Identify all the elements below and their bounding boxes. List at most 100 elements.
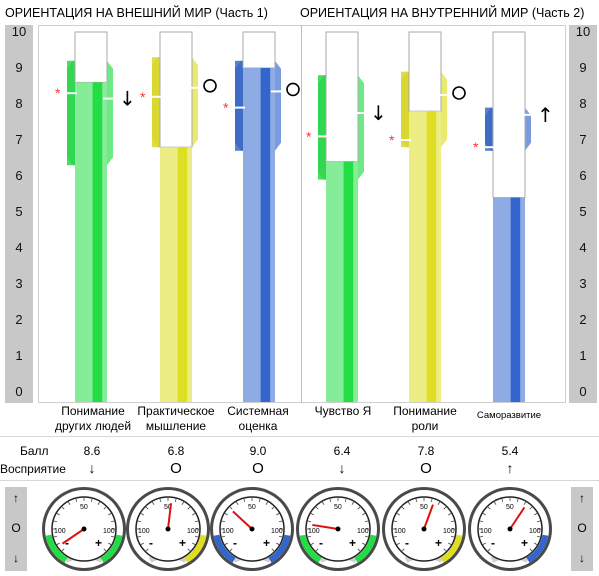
gauge-tick: [258, 497, 261, 503]
filter-up-right[interactable]: ↑: [579, 491, 585, 505]
gauge-tick: [136, 535, 142, 538]
target-band-edge: [401, 71, 411, 148]
filter-neutral-left[interactable]: O: [11, 521, 21, 535]
bar-highlight: [177, 147, 188, 402]
score-2: 6.8: [167, 444, 185, 458]
gauge-tick: [61, 548, 65, 552]
target-band-edge: [485, 107, 495, 151]
filter-panel-right: ↑ O ↓: [571, 487, 593, 571]
gauge-tick: [67, 501, 71, 505]
gauge-tick: [396, 512, 400, 516]
gauge-tick: [310, 512, 314, 516]
y-tick-label: 2: [579, 312, 587, 327]
gauge-tick: [174, 497, 177, 503]
arrow-marker: ↑: [537, 103, 554, 127]
gauge-tick: [482, 512, 486, 516]
gauge-label-top: 50: [334, 504, 342, 511]
gauge-label-top: 50: [506, 504, 514, 511]
gauge-tick: [364, 520, 370, 523]
score-1: 8.6: [83, 444, 101, 458]
gauge-plus: +: [435, 536, 442, 550]
gauge-zone: [268, 534, 291, 563]
gauge-tick: [103, 548, 107, 552]
gauge-tick: [271, 548, 275, 552]
gauge-label-left: 100: [480, 528, 492, 535]
gauge-tick: [478, 535, 484, 538]
score-3: 9.0: [249, 444, 267, 458]
gauge-label-right: 100: [357, 528, 369, 535]
gauge-minus: -: [149, 536, 153, 550]
score-row-label: Балл: [20, 444, 49, 458]
gauge-tick: [351, 501, 355, 505]
gauge-tick: [243, 497, 246, 503]
gauge-tick: [194, 520, 200, 523]
filter-up-left[interactable]: ↑: [13, 491, 19, 505]
gauge-tick: [56, 512, 60, 516]
gauge-tick: [108, 512, 112, 516]
gauge-label-left: 100: [394, 528, 406, 535]
gauge-tick: [52, 520, 58, 523]
gauge-tick: [110, 520, 116, 523]
gauge-label-right: 100: [271, 528, 283, 535]
gauge-tick: [56, 542, 60, 546]
gauge-plus: +: [521, 536, 528, 550]
filter-neutral-right[interactable]: O: [577, 521, 587, 535]
y-tick-label: 0: [579, 384, 587, 399]
caption-5: Понимание роли: [393, 404, 457, 433]
gauge-needle: [509, 506, 526, 530]
row-divider: [0, 436, 599, 437]
gauge-tick: [536, 535, 542, 538]
caption-1: Понимание других людей: [54, 404, 132, 433]
gauge-hub: [335, 526, 341, 532]
gauge-tick: [97, 501, 101, 505]
gauge-tick: [364, 535, 370, 538]
gauge-tick: [329, 497, 332, 503]
filter-down-right[interactable]: ↓: [579, 551, 585, 565]
bar-highlight: [426, 111, 437, 402]
gauge-tick: [448, 542, 452, 546]
gauge-tick: [478, 520, 484, 523]
y-tick-label: 1: [15, 348, 23, 363]
y-tick-label: 10: [11, 24, 27, 39]
gauge-plus: +: [349, 536, 356, 550]
star-mark: *: [473, 139, 479, 155]
gauge-tick: [415, 497, 418, 503]
row-divider-2: [0, 480, 599, 481]
gauge-plus: +: [95, 536, 102, 550]
y-tick-label: 3: [579, 276, 587, 291]
gauge-plus: +: [179, 536, 186, 550]
gauge-tick: [224, 542, 228, 546]
gauge-tick: [187, 548, 191, 552]
bar-highlight: [510, 197, 521, 402]
gauge-tick: [276, 512, 280, 516]
gauge-tick: [235, 501, 239, 505]
section-divider: [301, 25, 302, 403]
gauge-minus: -: [491, 536, 495, 550]
gauge-tick: [401, 548, 405, 552]
gauge-zone: [354, 534, 377, 563]
circle-marker: [452, 86, 466, 100]
score-6: 5.4: [501, 444, 519, 458]
bar-highlight: [343, 161, 354, 402]
circle-marker: [286, 82, 300, 97]
target-band-edge: [67, 60, 77, 166]
perception-5: O: [420, 460, 432, 477]
target-band-edge: [235, 60, 245, 151]
gauge-tick: [181, 501, 185, 505]
gauge-needle: [232, 510, 253, 530]
caption-3: Системная оценка: [227, 404, 289, 433]
y-tick-label: 4: [579, 240, 587, 255]
gauge-label-top: 50: [420, 504, 428, 511]
perception-2: O: [170, 460, 182, 477]
gauge-hub: [249, 526, 255, 532]
gauge-tick: [271, 506, 275, 510]
header-part2: ОРИЕНТАЦИЯ НА ВНУТРЕННИЙ МИР (Часть 2): [300, 6, 585, 20]
gauge-tick: [306, 520, 312, 523]
bar-highlight: [260, 68, 271, 402]
gauge-tick: [357, 548, 361, 552]
gauge-needle: [423, 504, 434, 530]
filter-down-left[interactable]: ↓: [13, 551, 19, 565]
gauge-tick: [103, 506, 107, 510]
bar-empty: [408, 31, 442, 112]
